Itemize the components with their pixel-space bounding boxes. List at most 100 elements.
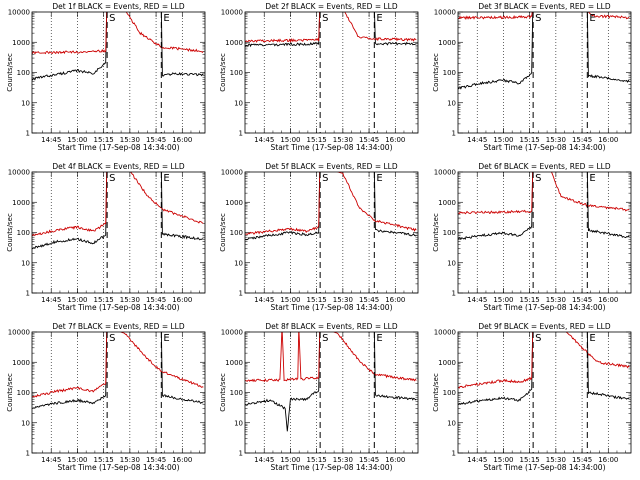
y-tick-label: 100	[17, 229, 30, 237]
series-line	[32, 172, 204, 250]
marker-label: S	[322, 13, 328, 24]
y-tick-label: 100	[230, 69, 243, 77]
x-tick-label: 15:45	[572, 136, 592, 144]
panel-9: Det 9f BLACK = Events, RED = LLD 1 10 100 10…	[432, 322, 632, 472]
panel-title: Det 2f BLACK = Events, RED = LLD	[265, 2, 398, 11]
series-group	[245, 172, 417, 241]
series-line	[458, 172, 630, 215]
x-tick-label: 14:45	[41, 456, 61, 464]
x-tick-label: 15:30	[120, 136, 140, 144]
x-tick-label: 16:00	[598, 456, 618, 464]
marker-label: E	[589, 13, 595, 24]
x-tick-label: 16:00	[172, 296, 192, 304]
x-axis-label: Start Time (17-Sep-08 14:34:00)	[484, 303, 606, 312]
series-line	[245, 172, 417, 236]
y-axis-label: Counts/sec	[6, 53, 14, 92]
y-tick-label: 1	[452, 290, 456, 298]
series-line	[32, 12, 204, 81]
x-tick-label: 15:00	[280, 296, 300, 304]
y-tick-label: 10	[21, 419, 30, 427]
y-tick-label: 10	[21, 259, 30, 267]
y-tick-label: 1000	[438, 199, 456, 207]
plot-frame	[244, 331, 419, 454]
y-tick-label: 10000	[8, 9, 30, 17]
panel-title: Det 4f BLACK = Events, RED = LLD	[52, 162, 185, 171]
marker-label: S	[322, 173, 328, 184]
x-tick-label: 15:00	[67, 456, 87, 464]
marker-label: E	[589, 333, 595, 344]
x-tick-label: 16:00	[598, 136, 618, 144]
x-tick-label: 16:00	[172, 136, 192, 144]
y-tick-label: 10	[447, 419, 456, 427]
marker-label: E	[376, 333, 382, 344]
plot-frame	[31, 171, 206, 294]
x-tick-label: 15:15	[520, 136, 540, 144]
series-group	[245, 12, 417, 48]
x-tick-label: 15:15	[520, 296, 540, 304]
x-axis-label: Start Time (17-Sep-08 14:34:00)	[58, 463, 180, 472]
y-axis-label: Counts/sec	[432, 213, 440, 252]
y-tick-label: 1000	[12, 199, 30, 207]
panel-1: Det 1f BLACK = Events, RED = LLD 1 10 100 10…	[6, 2, 206, 152]
panel-title: Det 1f BLACK = Events, RED = LLD	[52, 2, 185, 11]
series-line	[32, 332, 204, 398]
series-line	[245, 332, 417, 432]
x-tick-label: 16:00	[385, 136, 405, 144]
x-tick-label: 15:15	[307, 296, 327, 304]
panel-6: Det 6f BLACK = Events, RED = LLD 1 10 100 10…	[432, 162, 632, 312]
x-tick-label: 15:45	[359, 456, 379, 464]
plot-frame	[31, 331, 206, 454]
marker-label: S	[109, 13, 115, 24]
x-tick-label: 16:00	[385, 456, 405, 464]
x-tick-label: 16:00	[172, 456, 192, 464]
x-tick-label: 14:45	[254, 136, 274, 144]
x-tick-label: 15:30	[546, 136, 566, 144]
y-tick-label: 10000	[434, 329, 456, 337]
x-axis-label: Start Time (17-Sep-08 14:34:00)	[484, 463, 606, 472]
x-axis-label: Start Time (17-Sep-08 14:34:00)	[58, 143, 180, 152]
x-tick-label: 15:30	[333, 456, 353, 464]
x-axis-label: Start Time (17-Sep-08 14:34:00)	[271, 143, 393, 152]
x-tick-label: 16:00	[598, 296, 618, 304]
x-tick-label: 14:45	[467, 296, 487, 304]
x-tick-label: 15:15	[94, 296, 114, 304]
y-tick-label: 1000	[225, 199, 243, 207]
series-group	[458, 172, 630, 241]
marker-label: E	[376, 13, 382, 24]
x-tick-label: 14:45	[254, 296, 274, 304]
y-tick-label: 10	[21, 99, 30, 107]
y-tick-label: 10000	[221, 169, 243, 177]
y-tick-label: 10	[234, 99, 243, 107]
series-group	[32, 12, 204, 81]
x-tick-label: 15:30	[120, 456, 140, 464]
y-tick-label: 100	[17, 389, 30, 397]
series-line	[458, 332, 630, 389]
x-axis-label: Start Time (17-Sep-08 14:34:00)	[271, 303, 393, 312]
y-axis-label: Counts/sec	[219, 53, 227, 92]
y-axis-label: Counts/sec	[6, 373, 14, 412]
y-axis-label: Counts/sec	[219, 213, 227, 252]
x-tick-label: 15:00	[493, 136, 513, 144]
y-tick-label: 1	[452, 130, 456, 138]
marker-label: S	[535, 173, 541, 184]
marker-label: S	[535, 333, 541, 344]
x-tick-label: 15:00	[493, 456, 513, 464]
y-tick-label: 1000	[225, 359, 243, 367]
x-tick-label: 15:30	[546, 456, 566, 464]
y-tick-label: 10000	[434, 169, 456, 177]
panel-title: Det 8f BLACK = Events, RED = LLD	[265, 322, 398, 331]
y-tick-label: 100	[17, 69, 30, 77]
y-tick-label: 1	[26, 450, 30, 458]
marker-label: E	[163, 173, 169, 184]
x-tick-label: 15:00	[67, 136, 87, 144]
panel-7: Det 7f BLACK = Events, RED = LLD 1 10 100 10…	[6, 322, 206, 472]
x-tick-label: 15:00	[67, 296, 87, 304]
x-tick-label: 15:45	[146, 296, 166, 304]
x-tick-label: 15:15	[520, 456, 540, 464]
panel-3: Det 3f BLACK = Events, RED = LLD 1 10 100 10…	[432, 2, 632, 152]
x-axis-label: Start Time (17-Sep-08 14:34:00)	[58, 303, 180, 312]
series-group	[458, 12, 630, 90]
x-tick-label: 14:45	[467, 136, 487, 144]
series-line	[245, 172, 417, 241]
marker-label: S	[535, 13, 541, 24]
